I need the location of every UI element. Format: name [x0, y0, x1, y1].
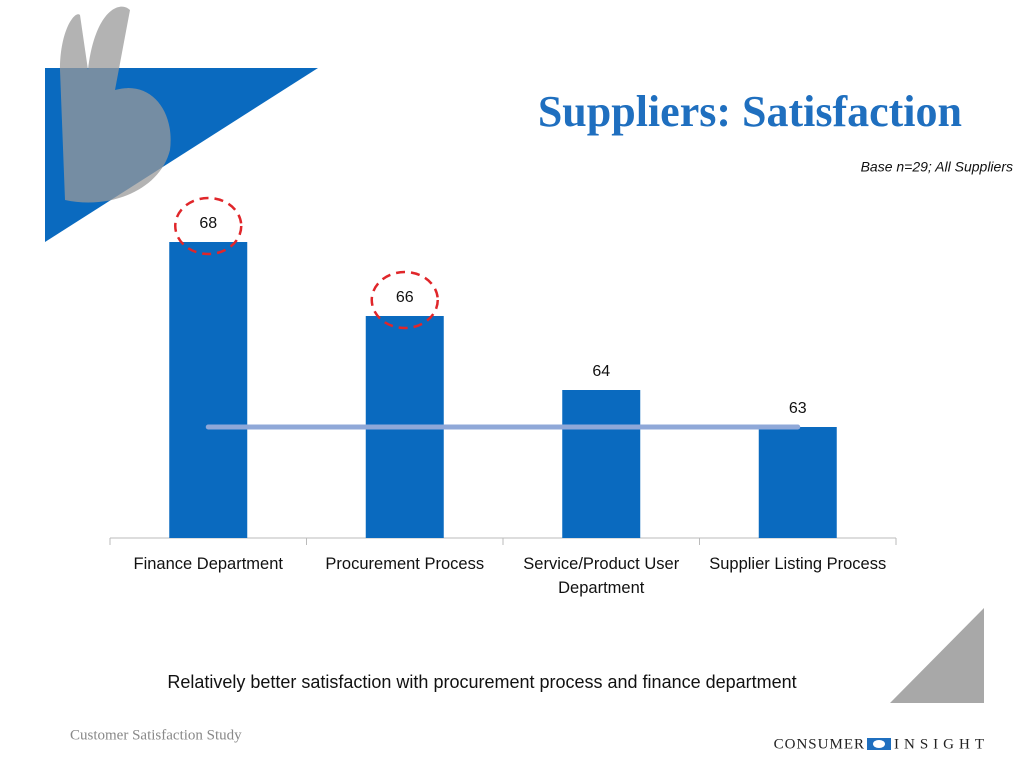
- bar: [169, 242, 248, 538]
- annotation: Relatively better satisfaction with proc…: [167, 672, 796, 692]
- x-tick-label: Supplier Listing Process: [709, 555, 887, 573]
- x-tick-label: Finance Department: [133, 555, 284, 573]
- value-label: 64: [592, 363, 610, 380]
- logo-text: CONSUMER: [774, 736, 865, 752]
- bar: [562, 390, 641, 538]
- logo-eye: [873, 740, 885, 748]
- x-tick-label: Service/Product User Department: [523, 555, 680, 597]
- highlight-circle: [174, 196, 243, 256]
- chart-title: Suppliers: Satisfaction: [538, 87, 962, 136]
- decor-hand: [60, 6, 171, 203]
- subtitle: Base n=29; All Suppliers: [861, 159, 1013, 175]
- value-label: 66: [396, 289, 414, 306]
- value-label: 63: [789, 400, 807, 417]
- highlight-circle: [370, 270, 439, 330]
- footer-study: Customer Satisfaction Study: [70, 727, 242, 743]
- value-label: 68: [199, 215, 217, 232]
- bar: [758, 427, 837, 538]
- logo-text: INSIGHT: [894, 736, 989, 752]
- x-tick-label: Procurement Process: [325, 555, 485, 573]
- decor-triangle: [890, 608, 984, 703]
